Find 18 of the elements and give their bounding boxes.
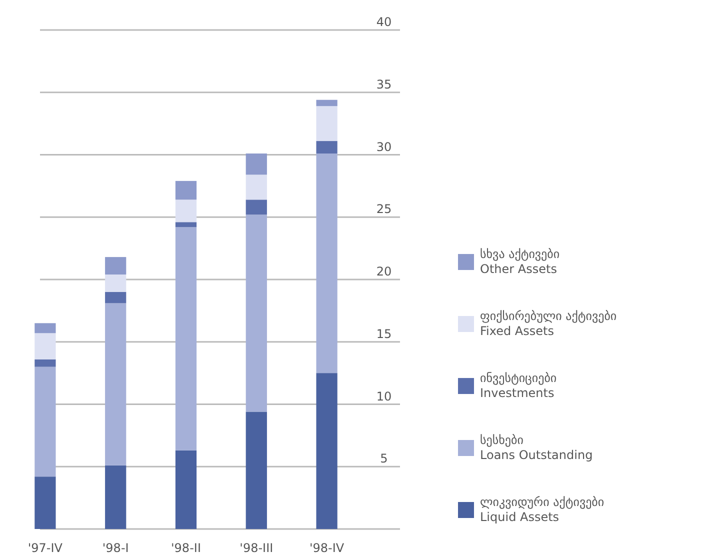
- legend-label: სხვა აქტივები Other Assets: [480, 247, 560, 276]
- x-tick-label: '98-II: [171, 541, 201, 555]
- legend-label: სესხები Loans Outstanding: [480, 433, 593, 462]
- x-tick-label: '98-I: [102, 541, 129, 555]
- y-tick-label: 10: [376, 389, 392, 404]
- legend-label: ინვესტიციები Investments: [480, 371, 557, 400]
- y-tick-label: 35: [376, 77, 392, 92]
- y-tick-label: 25: [376, 202, 392, 216]
- y-tick-label: 30: [376, 140, 392, 154]
- legend-label: ფიქსირებული აქტივები Fixed Assets: [480, 309, 617, 338]
- x-tick-label: '98-III: [240, 541, 274, 555]
- y-tick-label: 5: [380, 452, 388, 466]
- y-tick-label: 40: [376, 15, 392, 29]
- y-tick-label: 15: [376, 326, 392, 341]
- x-tick-label: '98-IV: [309, 541, 345, 555]
- legend-label: ლიკვიდური აქტივები Liquid Assets: [480, 495, 604, 524]
- x-tick-label: '97-IV: [28, 541, 64, 555]
- y-tick-label: 20: [376, 264, 392, 278]
